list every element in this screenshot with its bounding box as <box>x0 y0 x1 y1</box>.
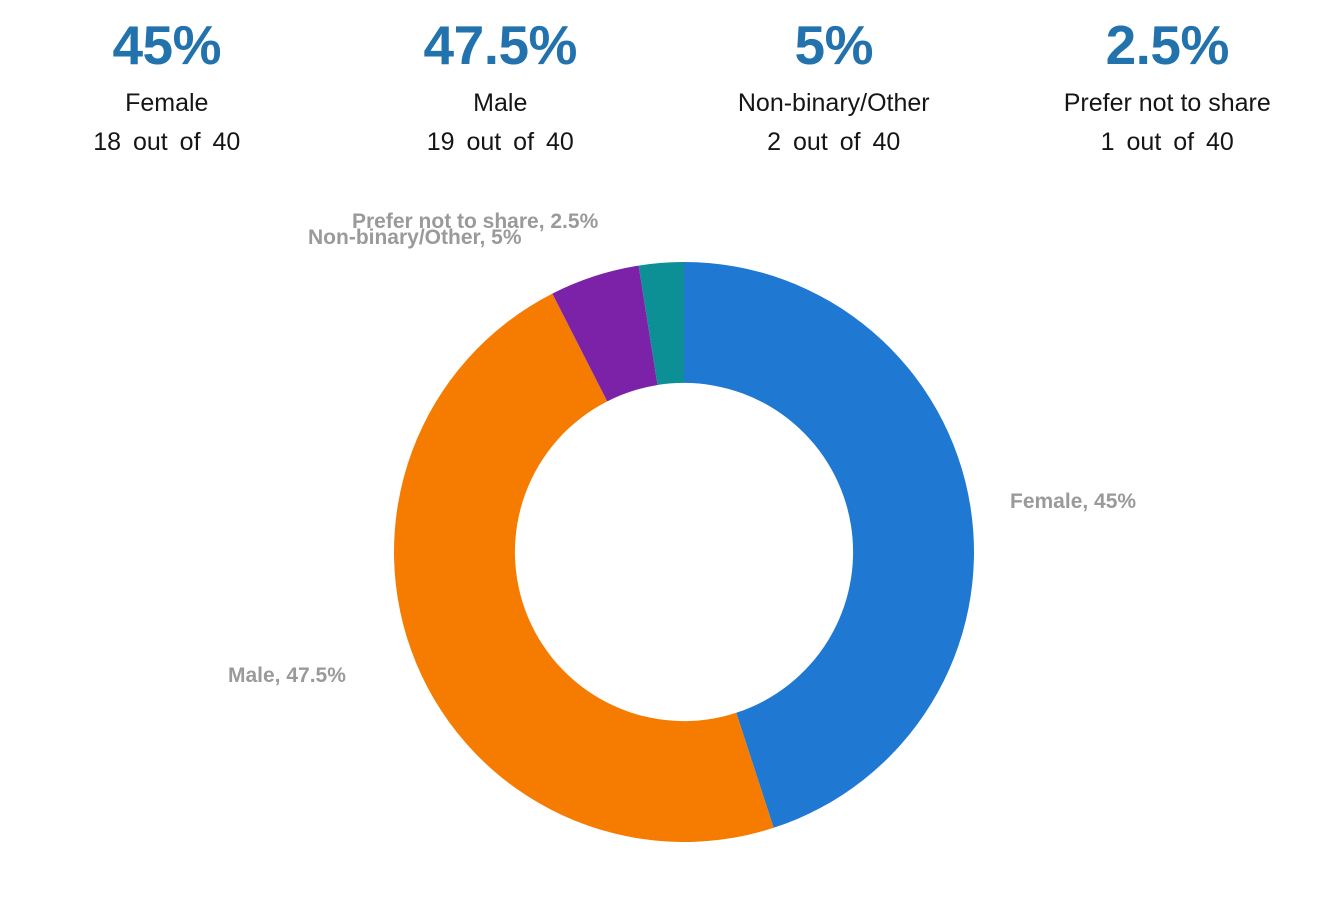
stat-percent-female: 45% <box>112 14 222 76</box>
donut-slice-non-binary-other[interactable] <box>552 265 658 402</box>
stat-label-female: Female <box>125 89 209 117</box>
donut-slice-female[interactable] <box>684 262 974 828</box>
stat-card-prefer-not-to-share: 2.5% Prefer not to share 1 out of 40 <box>1001 18 1334 156</box>
stat-detail-male: 19 out of 40 <box>426 127 574 156</box>
donut-slice-prefer-not-to-share[interactable] <box>638 262 684 386</box>
donut-slice-group <box>394 262 974 842</box>
stat-percent-nonbinary-other: 5% <box>794 14 874 76</box>
stat-card-male: 47.5% Male 19 out of 40 <box>334 18 668 156</box>
slice-label-nonbinary-other: Non-binary/Other, 5% <box>308 226 522 249</box>
stat-detail-female: 18 out of 40 <box>93 127 241 156</box>
stat-detail-nonbinary-other: 2 out of 40 <box>767 127 901 156</box>
stat-percent-prefer-not-to-share: 2.5% <box>1105 14 1230 76</box>
stat-label-nonbinary-other: Non-binary/Other <box>737 89 930 117</box>
stat-card-female: 45% Female 18 out of 40 <box>0 18 334 156</box>
donut-slice-male[interactable] <box>394 293 774 842</box>
stat-card-nonbinary-other: 5% Non-binary/Other 2 out of 40 <box>667 18 1001 156</box>
stat-detail-prefer-not-to-share: 1 out of 40 <box>1100 127 1234 156</box>
donut-svg <box>394 262 974 842</box>
stat-label-male: Male <box>473 89 528 117</box>
summary-stats-row: 45% Female 18 out of 40 47.5% Male 19 ou… <box>0 0 1334 195</box>
gender-distribution-donut-chart: Female, 45% Male, 47.5% Non-binary/Other… <box>0 195 1334 903</box>
stat-percent-male: 47.5% <box>423 14 578 76</box>
stat-label-prefer-not-to-share: Prefer not to share <box>1063 89 1271 117</box>
slice-label-prefer-not-to-share: Prefer not to share, 2.5% <box>352 210 599 233</box>
slice-label-male: Male, 47.5% <box>228 664 346 687</box>
slice-label-female: Female, 45% <box>1010 490 1137 513</box>
